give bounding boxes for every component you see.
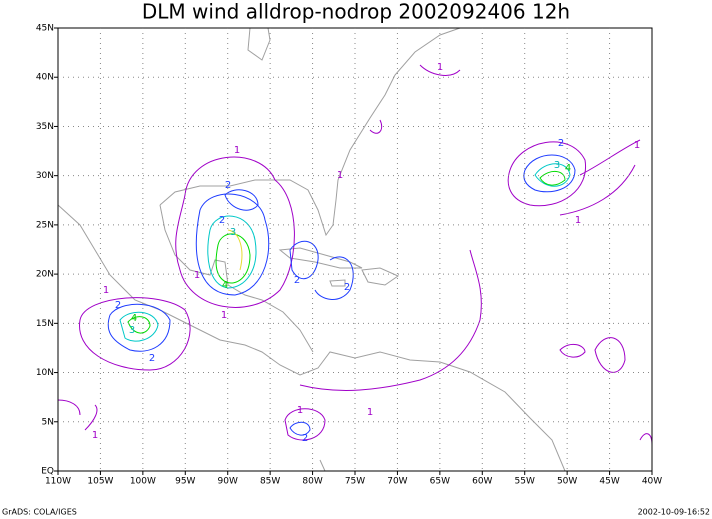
contour-label: 2 [219, 215, 225, 226]
contour-label: 1 [221, 310, 227, 321]
x-tick-label: 90W [218, 477, 238, 487]
contour-label: 2 [225, 180, 231, 191]
y-tick-label: 30N [36, 171, 54, 181]
contour-label: 2 [294, 275, 300, 286]
y-tick-label: 10N [36, 368, 54, 378]
y-tick-label: 5N [42, 417, 54, 427]
x-tick-label: 75W [345, 477, 365, 487]
map-frame [57, 27, 653, 472]
contour-label: 1 [634, 140, 640, 151]
x-tick-label: 95W [175, 477, 195, 487]
y-tick-label: 25N [36, 220, 54, 230]
contour-label: 1 [337, 170, 343, 181]
contour-label: 1 [575, 215, 581, 226]
x-tick-label: 40W [642, 477, 662, 487]
contour-label: 1 [297, 405, 303, 416]
footer-right: 2002-10-09-16:52 [638, 508, 710, 517]
contour-label: 3 [554, 160, 560, 171]
footer-left: GrADS: COLA/IGES [2, 508, 77, 517]
x-tick-label: 65W [430, 477, 450, 487]
y-tick-label: 45N [36, 24, 54, 34]
contour-label: 1 [367, 407, 373, 418]
x-tick-label: 100W [130, 477, 156, 487]
y-tick-label: 15N [36, 319, 54, 329]
x-tick-label: 80W [302, 477, 322, 487]
x-tick-label: 45W [599, 477, 619, 487]
contour-label: 2 [558, 138, 564, 149]
contour-label: 4 [565, 163, 571, 174]
y-tick-label: 20N [36, 270, 54, 280]
map-title: DLM wind alldrop-nodrop 2002092406 12h [142, 0, 570, 24]
x-tick-label: 110W [45, 477, 71, 487]
contour-label: 1 [234, 145, 240, 156]
y-tick-label: EQ [41, 467, 54, 477]
contour-label: 2 [115, 300, 121, 311]
x-tick-label: 55W [515, 477, 535, 487]
y-tick-label: 40N [36, 73, 54, 83]
coastlines [57, 27, 566, 472]
contour-label: 3 [230, 227, 236, 238]
contour-label: 2 [149, 353, 155, 364]
contour-label: 2 [344, 282, 350, 293]
contour-lines [57, 64, 653, 446]
x-tick-label: 60W [472, 477, 492, 487]
contour-label: 1 [437, 62, 443, 73]
contour-label: 4 [131, 313, 137, 324]
contour-label: 4 [222, 280, 228, 291]
y-tick-label: 35N [36, 122, 54, 132]
contour-label: 3 [129, 325, 135, 336]
x-tick-label: 70W [387, 477, 407, 487]
contour-label: 1 [92, 430, 98, 441]
x-tick-label: 50W [557, 477, 577, 487]
contour-label: 1 [103, 285, 109, 296]
contour-label: 1 [194, 270, 200, 281]
x-tick-label: 105W [87, 477, 113, 487]
x-tick-label: 85W [260, 477, 280, 487]
contour-label: 2 [302, 433, 308, 444]
